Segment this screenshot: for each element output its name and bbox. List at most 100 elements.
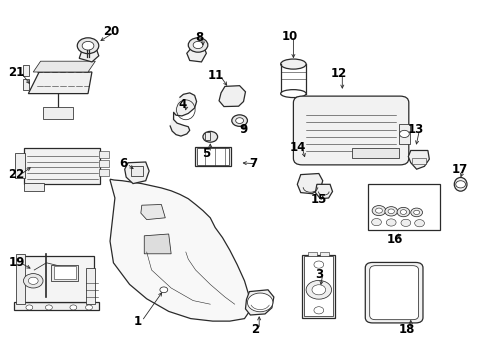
Circle shape — [414, 220, 424, 227]
Bar — [411, 158, 426, 164]
Circle shape — [247, 293, 272, 312]
Polygon shape — [315, 184, 332, 199]
Bar — [99, 160, 109, 167]
Bar — [194, 147, 231, 166]
Circle shape — [305, 280, 331, 299]
Circle shape — [311, 285, 325, 295]
Text: 3: 3 — [314, 268, 322, 281]
Bar — [196, 148, 229, 165]
Circle shape — [399, 210, 406, 215]
Text: 16: 16 — [386, 233, 402, 246]
Circle shape — [45, 305, 52, 310]
Bar — [15, 153, 25, 178]
Text: 5: 5 — [202, 147, 210, 159]
Text: 12: 12 — [329, 67, 346, 80]
Polygon shape — [170, 93, 196, 136]
FancyBboxPatch shape — [293, 96, 408, 165]
Circle shape — [85, 305, 92, 310]
Ellipse shape — [280, 59, 305, 69]
Polygon shape — [141, 204, 165, 220]
Circle shape — [399, 130, 408, 138]
Text: 15: 15 — [310, 193, 326, 206]
Polygon shape — [79, 46, 99, 62]
Circle shape — [410, 208, 422, 217]
FancyBboxPatch shape — [365, 262, 422, 323]
Bar — [367, 184, 439, 230]
Circle shape — [26, 305, 33, 310]
Bar — [51, 265, 78, 281]
Circle shape — [28, 277, 38, 284]
Bar — [307, 252, 316, 256]
Text: 1: 1 — [134, 315, 142, 328]
Bar — [302, 255, 335, 318]
Text: 13: 13 — [407, 123, 423, 136]
Bar — [54, 266, 76, 279]
Circle shape — [70, 305, 77, 310]
Polygon shape — [110, 179, 249, 321]
Circle shape — [455, 181, 465, 188]
Bar — [23, 79, 29, 90]
Text: 19: 19 — [8, 256, 25, 269]
Circle shape — [413, 210, 419, 215]
Bar — [205, 132, 210, 140]
Polygon shape — [407, 150, 428, 169]
Circle shape — [384, 207, 397, 216]
Circle shape — [160, 287, 167, 293]
Bar — [131, 166, 143, 176]
Polygon shape — [33, 61, 95, 72]
Circle shape — [23, 274, 43, 288]
Bar — [14, 302, 99, 310]
Polygon shape — [144, 234, 171, 254]
Text: 14: 14 — [289, 141, 306, 154]
Circle shape — [188, 38, 207, 52]
Circle shape — [371, 206, 385, 216]
FancyBboxPatch shape — [369, 266, 418, 320]
Bar — [99, 169, 109, 176]
Text: 11: 11 — [207, 69, 224, 82]
Circle shape — [375, 208, 382, 213]
Polygon shape — [124, 162, 149, 184]
Text: 21: 21 — [8, 66, 25, 78]
Bar — [304, 256, 333, 316]
Circle shape — [203, 131, 217, 142]
Circle shape — [371, 219, 381, 226]
Circle shape — [231, 115, 247, 126]
Text: 18: 18 — [398, 323, 414, 336]
Circle shape — [77, 38, 99, 54]
Text: 2: 2 — [251, 323, 259, 336]
Polygon shape — [297, 174, 322, 194]
Polygon shape — [245, 290, 273, 315]
Bar — [85, 268, 95, 304]
Text: 17: 17 — [450, 163, 467, 176]
Bar — [24, 183, 44, 191]
Circle shape — [400, 219, 410, 226]
Text: 9: 9 — [239, 123, 246, 136]
Bar — [320, 252, 328, 256]
Circle shape — [386, 219, 395, 226]
Bar — [24, 148, 100, 184]
Polygon shape — [186, 45, 206, 62]
Text: 22: 22 — [8, 168, 25, 181]
Circle shape — [396, 207, 409, 217]
Circle shape — [387, 209, 393, 214]
Bar — [19, 256, 94, 302]
Polygon shape — [28, 72, 92, 94]
Text: 10: 10 — [281, 30, 297, 42]
Circle shape — [82, 41, 94, 50]
Circle shape — [313, 261, 323, 268]
Text: 6: 6 — [119, 157, 127, 170]
Circle shape — [193, 41, 203, 49]
Circle shape — [235, 118, 243, 123]
Text: 20: 20 — [103, 25, 120, 38]
Text: 4: 4 — [179, 98, 186, 111]
Polygon shape — [351, 148, 398, 158]
Bar — [99, 151, 109, 158]
Bar — [398, 124, 409, 144]
Bar — [16, 254, 25, 304]
Bar — [43, 107, 73, 119]
Text: 8: 8 — [195, 31, 203, 44]
Polygon shape — [219, 86, 245, 107]
Text: 7: 7 — [248, 157, 256, 170]
Ellipse shape — [453, 177, 466, 191]
Circle shape — [313, 307, 323, 314]
